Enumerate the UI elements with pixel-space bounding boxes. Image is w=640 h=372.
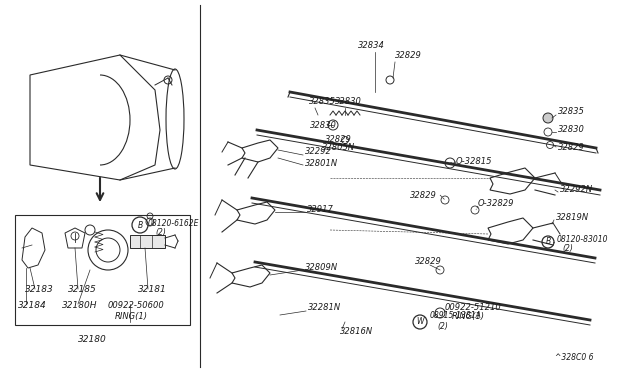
Text: 32830: 32830 xyxy=(558,125,585,135)
Polygon shape xyxy=(130,235,165,248)
Text: 32917: 32917 xyxy=(307,205,334,215)
Text: 32834: 32834 xyxy=(358,41,385,49)
Text: 32829: 32829 xyxy=(558,144,585,153)
Text: 32180: 32180 xyxy=(78,336,107,344)
Text: W: W xyxy=(416,317,424,327)
Text: 32819N: 32819N xyxy=(556,214,589,222)
Text: 08120-83010: 08120-83010 xyxy=(557,235,609,244)
Text: B: B xyxy=(545,237,550,247)
Text: 32181: 32181 xyxy=(138,285,167,295)
Bar xyxy=(15,215,190,325)
Text: 32281N: 32281N xyxy=(308,304,341,312)
Text: 32830: 32830 xyxy=(310,121,337,129)
Text: (2): (2) xyxy=(562,244,573,253)
Text: 32292N: 32292N xyxy=(560,186,593,195)
Circle shape xyxy=(543,113,553,123)
Text: 32801N: 32801N xyxy=(305,158,338,167)
Text: 32829: 32829 xyxy=(415,257,442,266)
Text: 32829: 32829 xyxy=(410,190,437,199)
Text: (2): (2) xyxy=(437,321,448,330)
Text: RING(1): RING(1) xyxy=(452,312,485,321)
Text: 32180H: 32180H xyxy=(62,301,97,310)
Text: RING(1): RING(1) xyxy=(115,312,148,321)
Text: B: B xyxy=(138,221,143,230)
Text: 32809N: 32809N xyxy=(305,263,338,272)
Text: 32830: 32830 xyxy=(335,97,362,106)
Text: 00922-50600: 00922-50600 xyxy=(108,301,164,310)
Text: O-32815: O-32815 xyxy=(456,157,493,167)
Text: 32829: 32829 xyxy=(325,135,352,144)
Text: 32185: 32185 xyxy=(68,285,97,295)
Text: 00922-51210: 00922-51210 xyxy=(445,302,502,311)
Text: ^328C0 6: ^328C0 6 xyxy=(555,353,593,362)
Text: 32184: 32184 xyxy=(18,301,47,310)
Text: 08915-1381A: 08915-1381A xyxy=(430,311,482,321)
Text: 32835: 32835 xyxy=(309,97,336,106)
Text: O-32829: O-32829 xyxy=(478,199,515,208)
Text: 32805N: 32805N xyxy=(322,144,355,153)
Text: 32292: 32292 xyxy=(305,148,332,157)
Text: 32183: 32183 xyxy=(25,285,54,295)
Text: 32816N: 32816N xyxy=(340,327,373,337)
Text: 32829: 32829 xyxy=(395,51,422,60)
Text: 32835: 32835 xyxy=(558,108,585,116)
Text: (2): (2) xyxy=(155,228,166,237)
Text: 08120-6162E: 08120-6162E xyxy=(148,218,200,228)
